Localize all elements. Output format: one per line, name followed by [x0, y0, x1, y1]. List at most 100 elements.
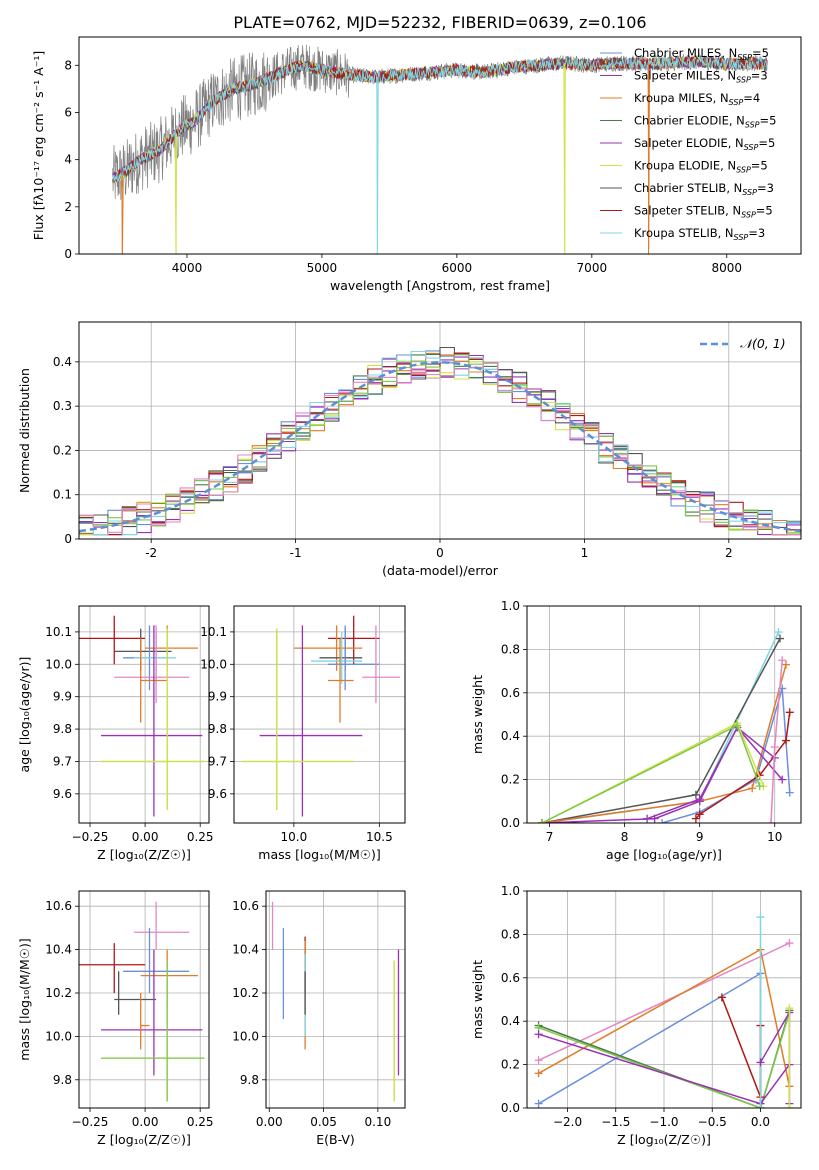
- legend-label-suffix: =5: [758, 136, 775, 150]
- legend-label: Chabrier MILES, NSSP=5: [634, 46, 769, 62]
- legend-label-suffix: =5: [756, 204, 773, 218]
- mass-weight-point: [643, 814, 652, 823]
- mass-weight-point: [781, 660, 790, 669]
- mass-weight-point: [756, 1058, 765, 1067]
- mass-weight-point: [748, 784, 757, 793]
- legend-label-main: Chabrier ELODIE, N: [634, 114, 745, 128]
- x-axis-label: (data-model)/error: [382, 563, 499, 578]
- mass-weight-point: [785, 939, 794, 948]
- legend-label: Chabrier ELODIE, NSSP=5: [634, 114, 776, 130]
- mass-weight-point: [756, 1104, 765, 1108]
- legend-label-suffix: =3: [751, 69, 768, 83]
- x-axis-label: Z [log₁₀(Z/Z☉)]: [617, 1132, 711, 1147]
- x-tick-label: 0.00: [132, 830, 159, 844]
- mass-weight-point: [778, 775, 787, 784]
- y-axis-label: Normed distribution: [17, 368, 32, 493]
- panel-age_vs_mass: 10.0 10.5 9.6 9.7 9.8 9.9 10.0 10.1 mass [log₁₀(…: [200, 605, 406, 862]
- y-tick-label: 0: [64, 532, 72, 546]
- plot-area: [112, 44, 768, 254]
- mass-weight-point: [785, 788, 794, 797]
- y-tick-label: 6: [64, 105, 72, 119]
- y-axis-label: age [log₁₀(age/yr)]: [17, 657, 32, 773]
- histogram-step-line: [79, 346, 801, 536]
- x-axis-label: Z [log₁₀(Z/Z☉)]: [97, 1132, 191, 1147]
- panels: 4000 5000 6000 7000 8000 0 2 4 6 8 wavelength [Ang…: [17, 36, 802, 1147]
- mass-weight-point: [766, 819, 775, 823]
- y-tick-label: 0.4: [53, 355, 72, 369]
- x-axis-label: E(B-V): [316, 1132, 355, 1147]
- x-tick-label: −0.25: [72, 1115, 109, 1129]
- y-tick-label: 0.6: [501, 686, 520, 700]
- x-tick-label: −1.5: [601, 1115, 630, 1129]
- x-tick-label: 1: [581, 546, 589, 560]
- axes-frame: [78, 605, 210, 824]
- mass-weight-line: [541, 664, 787, 823]
- panel-mass_weight_vs_Z: −2.0 −1.5 −1.0 −0.5 0.0 0.0 0.2 0.4 0.6 0.8 1.0 Z […: [470, 884, 802, 1147]
- panel-age_vs_Z: −0.25 0.00 0.25 9.6 9.7 9.8 9.9 10.0 10.1 Z [log₁…: [17, 605, 214, 862]
- x-tick-label: 0.00: [132, 1115, 159, 1129]
- legend-label: Salpeter STELIB, NSSP=5: [634, 204, 773, 220]
- legend-label: Salpeter ELODIE, NSSP=5: [634, 136, 775, 152]
- x-tick-label: 10: [767, 830, 782, 844]
- y-axis-label: mass [log₁₀(M/M☉)]: [17, 938, 32, 1060]
- legend-label-sub: SSP: [737, 53, 752, 62]
- y-tick-label: 0: [64, 247, 72, 261]
- x-tick-label: −0.5: [698, 1115, 727, 1129]
- x-tick-label: 0.0: [751, 1115, 770, 1129]
- panel-spectrum: 4000 5000 6000 7000 8000 0 2 4 6 8 wavelength [Ang…: [31, 36, 802, 293]
- y-tick-label: 9.8: [53, 1073, 72, 1087]
- y-tick-label: 9.7: [208, 754, 227, 768]
- x-tick-label: 0.25: [187, 830, 214, 844]
- y-tick-label: 9.6: [208, 787, 227, 801]
- mass-weight-point: [733, 721, 742, 730]
- legend-label-sub: SSP: [734, 233, 749, 242]
- legend-label-sub: SSP: [742, 188, 757, 197]
- y-tick-label: 0.0: [501, 1101, 520, 1115]
- y-axis-label: mass weight: [470, 960, 485, 1039]
- x-tick-label: 0: [436, 546, 444, 560]
- mass-weight-point: [538, 819, 547, 823]
- y-tick-label: 10.4: [232, 943, 259, 957]
- x-axis-label: age [log₁₀(age/yr)]: [606, 847, 722, 862]
- y-tick-label: 9.9: [53, 690, 72, 704]
- y-tick-label: 0.4: [501, 729, 520, 743]
- y-tick-label: 0.6: [501, 971, 520, 985]
- y-axis-label: Flux [fλ10⁻¹⁷ erg cm⁻² s⁻¹ A⁻¹]: [31, 51, 46, 240]
- y-tick-label: 1.0: [501, 884, 520, 898]
- axes-frame: [526, 890, 802, 1109]
- histogram-step-line: [79, 350, 801, 536]
- legend-label-main: Chabrier STELIB, N: [634, 181, 742, 195]
- legend-label-suffix: =3: [748, 226, 765, 240]
- plot-area: [527, 891, 801, 1108]
- mass-weight-point: [695, 810, 704, 819]
- mass-weight-point: [534, 1099, 543, 1108]
- x-tick-label: 7000: [577, 261, 608, 275]
- mass-weight-point: [785, 708, 794, 717]
- axes-frame: [265, 890, 406, 1109]
- legend-label: Kroupa MILES, NSSP=4: [634, 91, 760, 107]
- mass-weight-point: [781, 736, 790, 745]
- legend-label-suffix: =5: [751, 159, 768, 173]
- y-tick-label: 10.6: [232, 899, 259, 913]
- legend-label: Kroupa ELODIE, NSSP=5: [634, 159, 768, 175]
- x-tick-label: −0.25: [72, 830, 109, 844]
- y-tick-label: 4: [64, 153, 72, 167]
- mass-weight-point: [534, 1030, 543, 1039]
- y-tick-label: 0.2: [501, 1058, 520, 1072]
- x-tick-label: 0.10: [364, 1115, 391, 1129]
- y-tick-label: 0.1: [53, 488, 72, 502]
- y-tick-label: 0.4: [501, 1014, 520, 1028]
- legend-label-main: Salpeter STELIB, N: [634, 204, 741, 218]
- legend-label-main: Salpeter ELODIE, N: [634, 136, 744, 150]
- plot-area: [234, 606, 405, 823]
- y-tick-label: 10.1: [45, 625, 72, 639]
- model-spectrum-line: [112, 55, 768, 249]
- legend-label: Salpeter MILES, NSSP=3: [634, 69, 768, 85]
- y-tick-label: 10.1: [200, 625, 227, 639]
- y-tick-label: 1.0: [501, 599, 520, 613]
- y-tick-label: 9.8: [53, 722, 72, 736]
- y-tick-label: 9.7: [53, 754, 72, 768]
- y-tick-label: 0.8: [501, 642, 520, 656]
- histogram-step-line: [79, 354, 801, 536]
